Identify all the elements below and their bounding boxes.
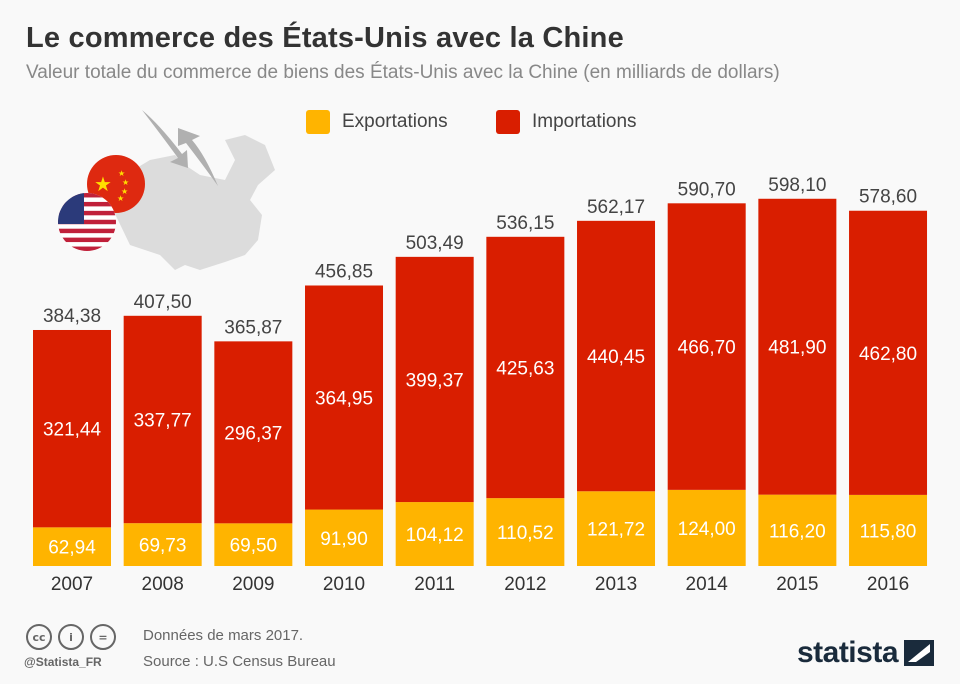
x-tick-2010: 2010 <box>323 574 365 595</box>
china-map-icon <box>108 135 275 270</box>
label-total-2014: 590,70 <box>678 179 736 200</box>
us-flag-icon <box>58 193 116 251</box>
bar-imports-2015 <box>758 198 837 495</box>
x-tick-2012: 2012 <box>504 574 546 595</box>
x-tick-2011: 2011 <box>414 574 455 595</box>
label-imports-2016: 462,80 <box>859 344 917 365</box>
label-total-2010: 456,85 <box>315 261 373 282</box>
bars: 62,94 321,44 384,38 2007 69,73 337,77 407,50 20… <box>33 175 928 595</box>
svg-text:★: ★ <box>122 178 129 187</box>
legend-imports: Importations <box>496 110 637 134</box>
bar-exports-2012 <box>486 498 565 566</box>
data-note: Données de mars 2017. <box>143 627 304 644</box>
label-imports-2010: 364,95 <box>315 389 373 410</box>
label-total-2009: 365,87 <box>224 317 282 338</box>
trade-arrows-icon <box>142 110 218 186</box>
social-handle[interactable]: @Statista_FR <box>24 655 102 669</box>
label-exports-2015: 116,20 <box>769 521 826 542</box>
label-total-2015: 598,10 <box>768 175 826 196</box>
source-text: Source : U.S Census Bureau <box>143 653 336 670</box>
label-exports-2013: 121,72 <box>587 520 645 541</box>
label-total-2007: 384,38 <box>43 306 101 327</box>
brand-name: statista <box>796 636 899 669</box>
statista-logo-icon <box>904 640 934 666</box>
label-exports-2007: 62,94 <box>48 538 96 559</box>
x-tick-2015: 2015 <box>776 574 818 595</box>
bar-imports-2012 <box>486 236 565 499</box>
legend-label-exports: Exportations <box>342 111 448 132</box>
legend-swatch-exports <box>306 110 330 134</box>
bar-exports-2009 <box>214 523 293 566</box>
statista-logo[interactable]: statista <box>797 636 934 670</box>
bar-imports-2009 <box>214 341 293 524</box>
bar-exports-2013 <box>577 491 656 566</box>
bar-imports-2007 <box>33 329 111 528</box>
label-imports-2013: 440,45 <box>587 347 645 368</box>
bar-exports-2015 <box>758 494 837 566</box>
bar-imports-2013 <box>577 220 656 492</box>
label-imports-2014: 466,70 <box>678 338 736 359</box>
x-tick-2008: 2008 <box>142 574 184 595</box>
nd-icon[interactable]: = <box>90 624 116 650</box>
chart-title: Le commerce des États-Unis avec la Chine <box>26 22 624 54</box>
label-exports-2014: 124,00 <box>678 519 736 540</box>
legend-exports: Exportations <box>306 110 448 134</box>
bar-exports-2011 <box>395 502 474 566</box>
x-tick-2014: 2014 <box>686 574 729 595</box>
label-total-2016: 578,60 <box>859 187 917 208</box>
label-imports-2015: 481,90 <box>768 338 826 359</box>
label-imports-2007: 321,44 <box>43 420 102 441</box>
label-imports-2008: 337,77 <box>134 410 192 431</box>
svg-text:★: ★ <box>117 194 124 203</box>
bar-imports-2008 <box>123 315 202 524</box>
label-exports-2016: 115,80 <box>860 521 917 542</box>
bar-exports-2007 <box>33 527 111 566</box>
svg-text:★: ★ <box>94 174 112 196</box>
bar-imports-2014 <box>667 203 746 490</box>
x-tick-2016: 2016 <box>867 574 909 595</box>
bar-imports-2016 <box>849 210 928 495</box>
bar-imports-2010 <box>305 285 384 510</box>
bar-exports-2016 <box>849 494 928 566</box>
cc-icon[interactable]: cc <box>26 624 52 650</box>
label-exports-2012: 110,52 <box>497 523 554 544</box>
illustration: ★ ★ ★ ★ ★ <box>58 110 275 270</box>
x-tick-2009: 2009 <box>232 574 274 595</box>
chart-subtitle: Valeur totale du commerce de biens des É… <box>26 62 780 83</box>
label-total-2008: 407,50 <box>134 292 192 313</box>
label-exports-2010: 91,90 <box>320 529 368 550</box>
bar-imports-2011 <box>395 256 474 503</box>
label-imports-2012: 425,63 <box>496 358 554 379</box>
legend-label-imports: Importations <box>532 111 637 132</box>
label-total-2013: 562,17 <box>587 197 645 218</box>
bar-exports-2008 <box>123 523 202 566</box>
svg-text:★: ★ <box>121 187 128 196</box>
x-tick-2007: 2007 <box>51 574 93 595</box>
label-exports-2009: 69,50 <box>230 536 278 557</box>
by-icon[interactable]: i <box>58 624 84 650</box>
label-imports-2011: 399,37 <box>406 370 464 391</box>
bar-exports-2010 <box>305 509 384 566</box>
label-total-2011: 503,49 <box>406 233 464 254</box>
label-imports-2009: 296,37 <box>224 423 282 444</box>
legend-swatch-imports <box>496 110 520 134</box>
svg-text:★: ★ <box>118 169 125 178</box>
label-total-2012: 536,15 <box>496 213 554 234</box>
label-exports-2008: 69,73 <box>139 536 187 557</box>
x-tick-2013: 2013 <box>595 574 637 595</box>
bar-exports-2014 <box>667 489 746 566</box>
label-exports-2011: 104,12 <box>406 525 464 546</box>
